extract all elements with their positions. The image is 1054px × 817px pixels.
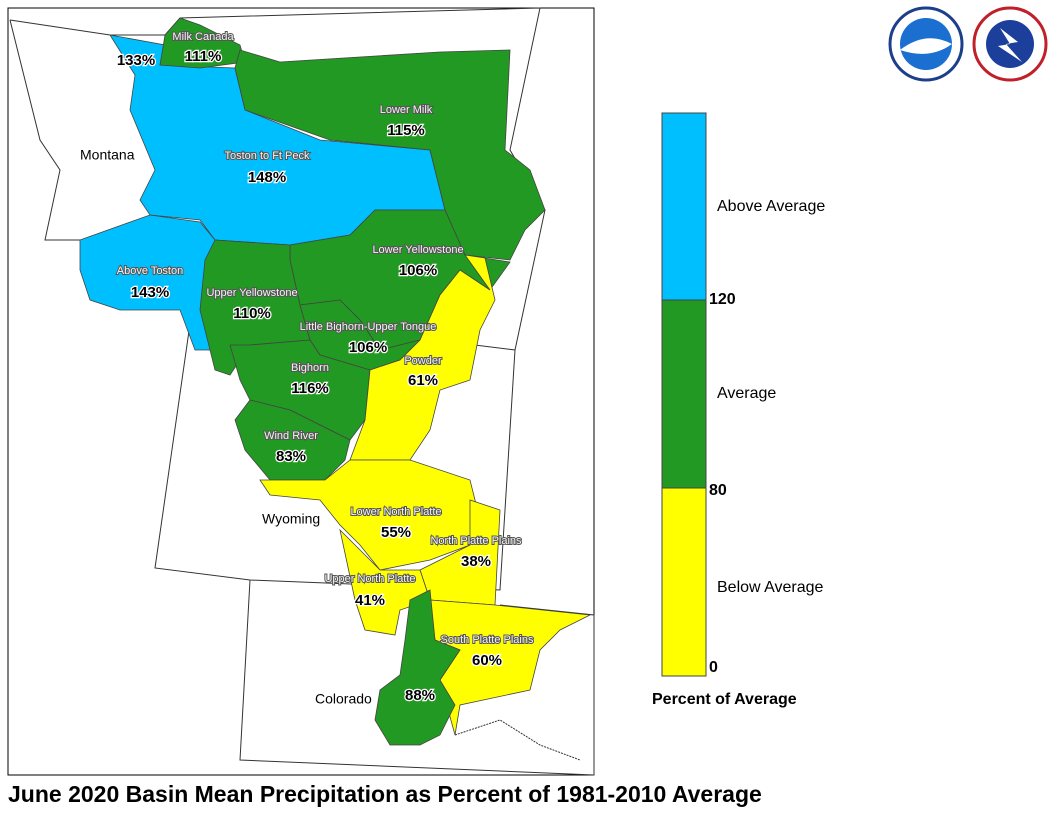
basin-name: Little Bighorn-Upper Tongue [300,321,437,333]
basin-value: 38% [461,553,491,570]
legend: Above Average Average Below Average 120 … [652,112,825,708]
basin-value: 115% [387,122,425,139]
basin-name: South Platte Plains [441,634,534,646]
state-label: Colorado [315,691,372,707]
state-label: Montana [80,147,135,163]
state-label: Wyoming [262,511,320,527]
basin-value: 148% [248,169,286,186]
basin-value: 133% [117,52,155,69]
basin-colorado [374,589,461,746]
basin-name: Above Toston [117,265,183,277]
basin-name: Lower Yellowstone [372,244,463,256]
basin-name: Upper North Platte [324,573,415,585]
basin-value: 88% [405,687,435,704]
legend-class: Average [717,385,776,402]
basin-value: 116% [291,380,329,397]
basin-name: Toston to Ft Peck [225,150,310,162]
basin-value: 111% [185,48,222,65]
legend-swatch-average [661,299,707,489]
basin-value: 83% [276,448,306,465]
basin-powder [349,254,496,461]
legend-break: 0 [709,659,718,676]
legend-class: Below Average [717,579,824,596]
basin-lower-north-platte [259,459,481,571]
basin-name: North Platte Plains [430,535,522,547]
basin-upper-north-platte [339,528,431,636]
basin-value: 110% [233,305,271,322]
basin-wind-river [234,399,351,481]
basin-value: 106% [349,339,387,356]
basin-name: Bighorn [291,362,329,374]
basin-value: 106% [399,262,437,279]
basin-value: 61% [408,372,438,389]
page-title: June 2020 Basin Mean Precipitation as Pe… [8,781,762,807]
legend-break: 80 [709,482,727,499]
legend-title: Percent of Average [652,691,797,708]
basins [79,17,592,746]
basin-above-toston [79,214,216,351]
basin-lower-milk [234,49,546,261]
basin-name: Lower Milk [380,104,433,116]
basin-value: 143% [131,284,169,301]
legend-class: Above Average [717,198,825,215]
legend-swatch-below [661,487,707,677]
legend-break: 120 [709,291,736,308]
basin-name: Powder [404,355,442,367]
labels: Montana Wyoming Colorado Milk Canada 111… [79,30,535,708]
logos [888,6,1048,82]
basin-name: Wind River [264,430,318,442]
basin-value: 41% [355,592,385,609]
legend-swatch-above [661,112,707,301]
basin-name: Upper Yellowstone [206,287,297,299]
basin-value: 60% [472,652,502,669]
basin-value: 55% [381,524,411,541]
basin-name: Lower North Platte [350,506,441,518]
noaa-logo-bird [900,38,952,54]
basin-bighorn [229,339,371,441]
basin-name: Milk Canada [172,31,234,43]
